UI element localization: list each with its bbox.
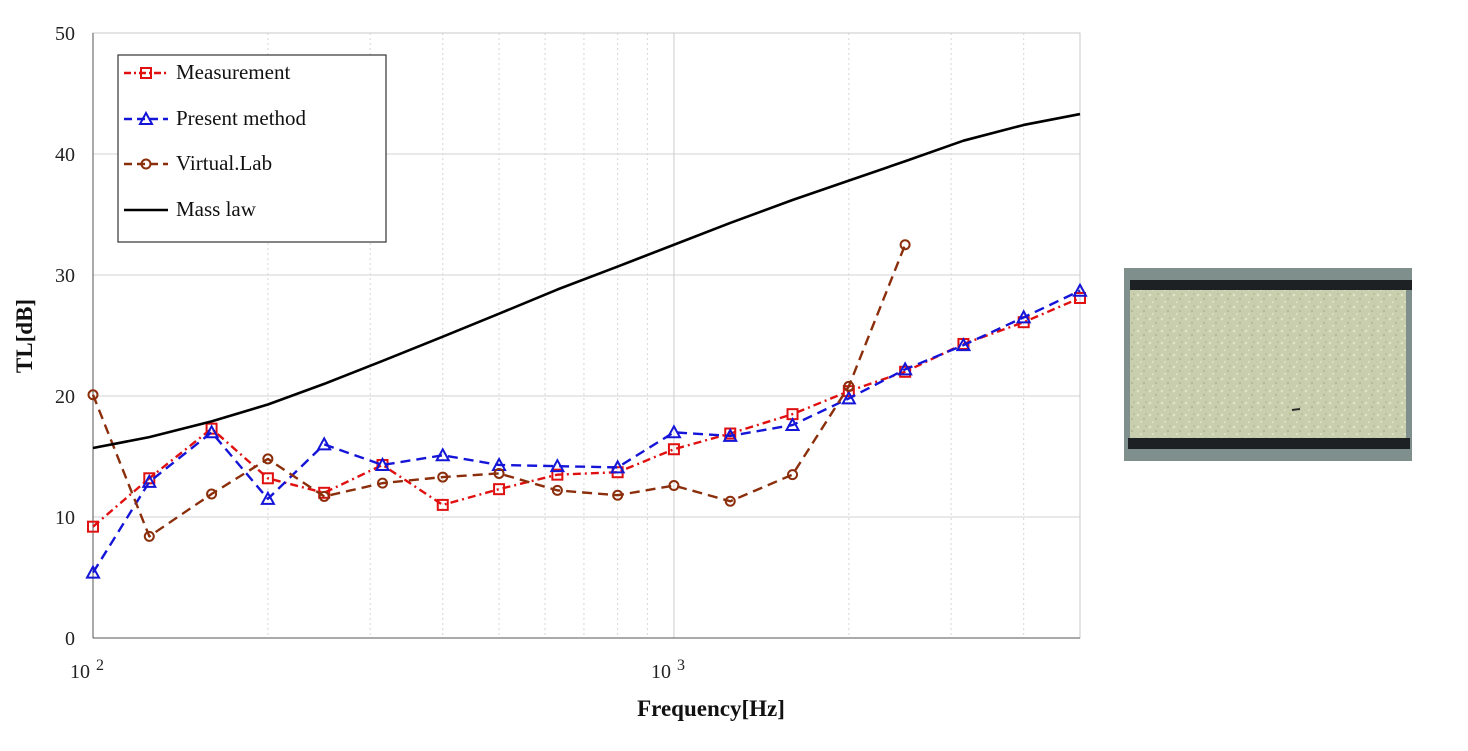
y-tick-label: 10	[55, 507, 75, 529]
data-point	[436, 498, 449, 511]
data-point	[1072, 282, 1088, 297]
x-tick-label: 10 3	[651, 657, 685, 683]
series-line	[91, 289, 1081, 574]
data-point	[87, 520, 99, 533]
data-point	[260, 490, 276, 505]
legend: Measurement Present method Virtual.Lab Mass…	[117, 54, 387, 243]
series-line	[91, 244, 907, 538]
y-tick-label: 30	[55, 265, 75, 287]
series-mass-law	[92, 112, 1081, 450]
y-tick-label: 50	[55, 23, 75, 45]
data-point	[376, 477, 388, 489]
data-point	[784, 416, 801, 432]
data-point	[318, 490, 330, 502]
data-point	[85, 564, 101, 579]
data-point	[203, 424, 220, 439]
data-point	[493, 483, 506, 496]
x-tick-label: 10 2	[70, 657, 104, 683]
data-point	[316, 436, 332, 451]
series-present-method	[85, 282, 1088, 579]
legend-swatch-marker	[140, 67, 152, 79]
legend-entry: Measurement	[124, 60, 290, 84]
x-axis-title: Frequency[Hz]	[637, 696, 785, 721]
legend-label: Mass law	[176, 197, 257, 221]
data-point	[491, 456, 507, 471]
y-axis-title: TL[dB]	[12, 299, 37, 373]
x-tick-exponent: 3	[677, 657, 685, 674]
legend-swatch-marker	[140, 158, 152, 170]
data-point	[612, 489, 624, 501]
y-tick-label: 40	[55, 144, 75, 166]
y-tick-labels: 0 10 20 30 40 50	[55, 23, 75, 650]
series-virtual-lab	[87, 239, 911, 542]
legend-entries: Measurement Present method Virtual.Lab Mass…	[124, 60, 307, 221]
legend-label: Present method	[176, 106, 307, 130]
data-point	[668, 480, 680, 492]
x-tick-labels: 10 2 10 3	[70, 657, 685, 683]
legend-entry: Virtual.Lab	[124, 151, 272, 175]
y-tick-label: 0	[65, 628, 75, 650]
data-point	[841, 390, 857, 405]
legend-entry: Mass law	[124, 197, 257, 221]
series-line	[92, 112, 1081, 450]
data-point	[262, 453, 274, 465]
data-point	[722, 427, 738, 442]
x-tick-base: 10	[70, 661, 90, 683]
data-point	[551, 468, 564, 481]
series-line	[92, 296, 1081, 528]
data-point	[843, 380, 855, 392]
foam-sample-photo	[1124, 268, 1412, 461]
data-point	[609, 459, 626, 474]
data-point	[897, 361, 913, 376]
data-point	[551, 484, 563, 496]
data-point	[143, 530, 155, 542]
data-point	[787, 469, 799, 481]
data-point	[955, 337, 972, 352]
data-point	[435, 447, 451, 462]
data-point	[374, 456, 391, 471]
legend-swatch-marker	[138, 110, 154, 125]
data-point	[666, 424, 682, 439]
legend-entry: Present method	[124, 106, 307, 130]
data-point	[437, 471, 449, 483]
data-point	[87, 389, 99, 401]
data-point	[549, 458, 566, 473]
data-point	[493, 467, 505, 479]
data-point	[261, 472, 274, 485]
data-point	[206, 488, 218, 500]
legend-label: Virtual.Lab	[176, 151, 272, 175]
x-tick-base: 10	[651, 661, 671, 683]
data-point	[899, 239, 911, 251]
series-layer	[85, 112, 1088, 579]
data-point	[1016, 309, 1032, 324]
data-point	[724, 495, 736, 507]
legend-label: Measurement	[176, 60, 290, 84]
y-tick-label: 20	[55, 386, 75, 408]
data-point	[667, 443, 680, 456]
x-tick-exponent: 2	[96, 657, 104, 674]
data-point	[141, 473, 157, 488]
data-point	[1074, 291, 1086, 304]
